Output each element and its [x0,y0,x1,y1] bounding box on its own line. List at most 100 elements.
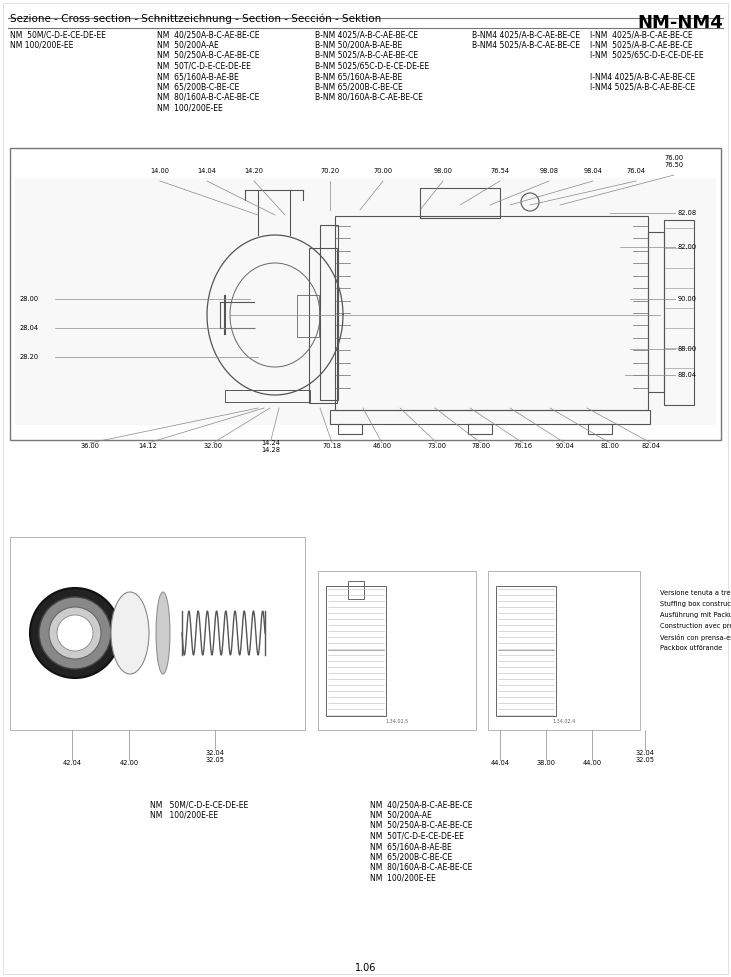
Bar [320,225,338,400]
Text: NM  50/200A-AE: NM 50/200A-AE [157,40,219,50]
Text: 70.20: 70.20 [320,168,340,174]
Bar [348,581,364,599]
Text: 14.20: 14.20 [244,168,263,174]
Text: 28.04: 28.04 [20,325,39,331]
Text: 46.00: 46.00 [372,443,392,449]
Bar [225,390,310,402]
Text: 1.06: 1.06 [355,963,376,973]
Bar [338,424,362,434]
Bar [420,188,500,218]
Text: 42.00: 42.00 [119,760,139,766]
Bar [335,216,648,410]
Text: 76.00
76.50: 76.00 76.50 [664,155,683,168]
Text: 98.08: 98.08 [539,168,558,174]
Bar [326,586,386,716]
Text: Versione tenuta a treccia: Versione tenuta a treccia [660,590,731,596]
Text: NM  100/200E-EE: NM 100/200E-EE [370,873,436,882]
Text: 82.04: 82.04 [641,443,661,449]
Text: 32.00: 32.00 [203,443,222,449]
Text: B-NM 65/160A-B-AE-BE: B-NM 65/160A-B-AE-BE [315,72,402,81]
Ellipse shape [57,615,93,651]
Text: 76.16: 76.16 [513,443,532,449]
Ellipse shape [49,607,101,659]
Bar [588,424,612,434]
Text: B-NM 65/200B-C-BE-CE: B-NM 65/200B-C-BE-CE [315,82,403,92]
Text: I-NM  5025/A-B-C-AE-BE-CE: I-NM 5025/A-B-C-AE-BE-CE [590,40,693,50]
Text: NM  50/250A-B-C-AE-BE-CE: NM 50/250A-B-C-AE-BE-CE [157,51,260,60]
Text: NM  50M/C-D-E-CE-DE-EE: NM 50M/C-D-E-CE-DE-EE [10,30,106,39]
Text: 90.00: 90.00 [678,296,697,302]
Bar [309,248,337,403]
Text: NM  65/160A-B-AE-BE: NM 65/160A-B-AE-BE [157,72,239,81]
Text: NM  50/250A-B-C-AE-BE-CE: NM 50/250A-B-C-AE-BE-CE [370,821,472,830]
Text: 38.00: 38.00 [537,760,556,766]
Text: 14.00: 14.00 [151,168,170,174]
Text: I-NM  5025/65C-D-E-CE-DE-EE: I-NM 5025/65C-D-E-CE-DE-EE [590,51,704,60]
Text: Sezione - Cross section - Schnittzeichnung - Section - Sección - Sektion: Sezione - Cross section - Schnittzeichnu… [10,14,382,24]
Text: 98.00: 98.00 [433,168,452,174]
Text: 42.04: 42.04 [62,760,82,766]
Text: Ausführung mit Packungsstopfbuchse: Ausführung mit Packungsstopfbuchse [660,612,731,618]
Text: NM   100/200E-EE: NM 100/200E-EE [150,811,218,820]
Text: 90.04: 90.04 [556,443,575,449]
Bar [15,178,716,425]
Text: 73.00: 73.00 [428,443,447,449]
Bar [496,586,556,716]
Text: 82.00: 82.00 [678,244,697,250]
Text: 78.00: 78.00 [471,443,491,449]
Text: NM  50T/C-D-E-CE-DE-EE: NM 50T/C-D-E-CE-DE-EE [370,831,464,840]
Bar [10,537,305,730]
Text: Construction avec presse-toupe: Construction avec presse-toupe [660,623,731,629]
Text: NM  65/160A-B-AE-BE: NM 65/160A-B-AE-BE [370,842,452,851]
Text: B-NM 4025/A-B-C-AE-BE-CE: B-NM 4025/A-B-C-AE-BE-CE [315,30,418,39]
Text: NM  50/200A-AE: NM 50/200A-AE [370,811,432,820]
Text: NM   50M/C-D-E-CE-DE-EE: NM 50M/C-D-E-CE-DE-EE [150,800,249,809]
Text: 88.00: 88.00 [678,346,697,352]
Text: NM  65/200B-C-BE-CE: NM 65/200B-C-BE-CE [157,82,239,92]
Text: 81.00: 81.00 [600,443,619,449]
Text: Packbox utförande: Packbox utförande [660,645,722,651]
Text: 44.04: 44.04 [491,760,510,766]
Text: 70.18: 70.18 [322,443,341,449]
Text: 1.34.02.4: 1.34.02.4 [553,719,575,724]
Text: 32.04
32.05: 32.04 32.05 [205,750,224,763]
Bar [648,232,664,392]
Text: NM  100/200E-EE: NM 100/200E-EE [157,104,223,112]
Text: 28.20: 28.20 [20,354,39,360]
Text: I-NM4 4025/A-B-C-AE-BE-CE: I-NM4 4025/A-B-C-AE-BE-CE [590,72,695,81]
Text: NM  65/200B-C-BE-CE: NM 65/200B-C-BE-CE [370,853,452,862]
Bar [468,424,492,434]
Text: 14.24
14.28: 14.24 14.28 [262,440,281,453]
Text: 14.12: 14.12 [139,443,157,449]
Text: 88.04: 88.04 [678,372,697,378]
Text: B-NM 80/160A-B-C-AE-BE-CE: B-NM 80/160A-B-C-AE-BE-CE [315,93,423,102]
Bar [297,295,319,337]
Text: B-NM 5025/65C-D-E-CE-DE-EE: B-NM 5025/65C-D-E-CE-DE-EE [315,62,429,70]
Text: B-NM4 5025/A-B-C-AE-BE-CE: B-NM4 5025/A-B-C-AE-BE-CE [472,40,580,50]
Text: 76.54: 76.54 [491,168,510,174]
Text: 1.34.02.5: 1.34.02.5 [385,719,409,724]
Text: NM-NM4: NM-NM4 [637,14,723,32]
Text: NM 100/200E-EE: NM 100/200E-EE [10,40,73,50]
Bar [488,571,640,730]
Text: Versión con prensa-estopas: Versión con prensa-estopas [660,634,731,641]
Ellipse shape [111,592,149,674]
Text: 28.00: 28.00 [20,296,39,302]
Bar [330,410,650,424]
Text: 76.04: 76.04 [626,168,645,174]
Text: NM  40/250A-B-C-AE-BE-CE: NM 40/250A-B-C-AE-BE-CE [157,30,260,39]
Bar [664,220,694,405]
Ellipse shape [30,588,120,678]
Text: B-NM 5025/A-B-C-AE-BE-CE: B-NM 5025/A-B-C-AE-BE-CE [315,51,418,60]
Text: 70.00: 70.00 [374,168,393,174]
Text: 36.00: 36.00 [80,443,99,449]
Text: B-NM 50/200A-B-AE-BE: B-NM 50/200A-B-AE-BE [315,40,402,50]
Text: 98.04: 98.04 [583,168,602,174]
Text: NM  40/250A-B-C-AE-BE-CE: NM 40/250A-B-C-AE-BE-CE [370,800,472,809]
Text: NM  80/160A-B-C-AE-BE-CE: NM 80/160A-B-C-AE-BE-CE [157,93,260,102]
Text: 14.04: 14.04 [197,168,216,174]
Bar [318,571,476,730]
Ellipse shape [39,597,111,669]
Text: I-NM4 5025/A-B-C-AE-BE-CE: I-NM4 5025/A-B-C-AE-BE-CE [590,82,695,92]
Text: NM  80/160A-B-C-AE-BE-CE: NM 80/160A-B-C-AE-BE-CE [370,863,472,872]
